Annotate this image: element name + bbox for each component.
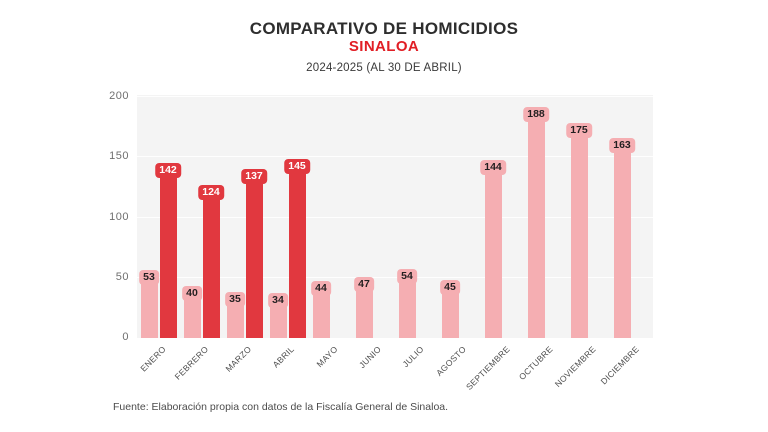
gridline bbox=[137, 276, 653, 278]
bar-2025 bbox=[245, 172, 263, 338]
x-tick-label: JULIO bbox=[400, 344, 426, 370]
bar-value-label: 34 bbox=[268, 293, 288, 309]
x-tick-label: NOVIEMBRE bbox=[552, 344, 598, 390]
x-tick-label: SEPTIEMBRE bbox=[463, 344, 512, 392]
y-tick-label: 150 bbox=[109, 150, 129, 163]
bar-value-label: 137 bbox=[241, 168, 267, 184]
x-tick-label: ABRIL bbox=[271, 344, 297, 370]
y-tick-label: 200 bbox=[109, 90, 129, 102]
bar-value-label: 163 bbox=[609, 137, 635, 153]
x-tick-label: AGOSTO bbox=[434, 344, 469, 378]
y-tick-label: 50 bbox=[115, 270, 129, 283]
x-tick-label: ENERO bbox=[138, 344, 168, 374]
bar-2024 bbox=[527, 111, 545, 338]
x-tick-label: FEBRERO bbox=[172, 344, 211, 382]
y-tick-label: 0 bbox=[122, 331, 129, 343]
bar-2025 bbox=[202, 188, 220, 338]
x-tick-label: OCTUBRE bbox=[516, 344, 555, 382]
gridline bbox=[137, 156, 653, 158]
bar-value-label: 188 bbox=[523, 107, 549, 123]
bar-2024 bbox=[484, 164, 502, 338]
bar-2024 bbox=[312, 284, 330, 338]
bar-value-label: 54 bbox=[397, 268, 417, 284]
bar-2024 bbox=[613, 141, 631, 338]
x-tick-label: MARZO bbox=[223, 344, 254, 374]
bar-2024 bbox=[398, 272, 416, 338]
bar-2025 bbox=[159, 166, 177, 338]
bar-value-label: 53 bbox=[139, 270, 159, 286]
bar-2024 bbox=[140, 274, 158, 338]
x-tick-label: JUNIO bbox=[356, 344, 383, 371]
source-note: Fuente: Elaboración propia con datos de … bbox=[113, 401, 449, 413]
gridline bbox=[137, 96, 653, 97]
bar-2024 bbox=[183, 289, 201, 338]
bar-value-label: 44 bbox=[311, 280, 331, 296]
bar-value-label: 142 bbox=[155, 162, 181, 178]
bar-value-label: 40 bbox=[182, 285, 202, 301]
bar-2024 bbox=[441, 283, 459, 338]
bar-2024 bbox=[355, 281, 373, 338]
bar-value-label: 35 bbox=[225, 291, 245, 307]
x-tick-label: DICIEMBRE bbox=[598, 344, 641, 387]
period-label: 2024-2025 (AL 30 DE ABRIL) bbox=[306, 62, 462, 74]
bar-value-label: 124 bbox=[198, 184, 224, 200]
gridline bbox=[137, 216, 653, 218]
bar-value-label: 145 bbox=[284, 159, 310, 175]
bar-value-label: 144 bbox=[480, 160, 506, 176]
bar-value-label: 175 bbox=[566, 123, 592, 139]
bar-value-label: 47 bbox=[354, 277, 374, 293]
y-tick-label: 100 bbox=[109, 210, 129, 223]
bar-2025 bbox=[288, 163, 306, 338]
x-tick-label: MAYO bbox=[314, 344, 340, 370]
bar-value-label: 45 bbox=[440, 279, 460, 295]
plot-area: 53 40 35 34 44 47 54 45 144 188 175 163 142 124 137 145 bbox=[137, 95, 653, 338]
bar-2024 bbox=[570, 127, 588, 338]
page-title: COMPARATIVO DE HOMICIDIOS bbox=[249, 19, 519, 38]
page-subtitle: SINALOA bbox=[348, 38, 420, 55]
